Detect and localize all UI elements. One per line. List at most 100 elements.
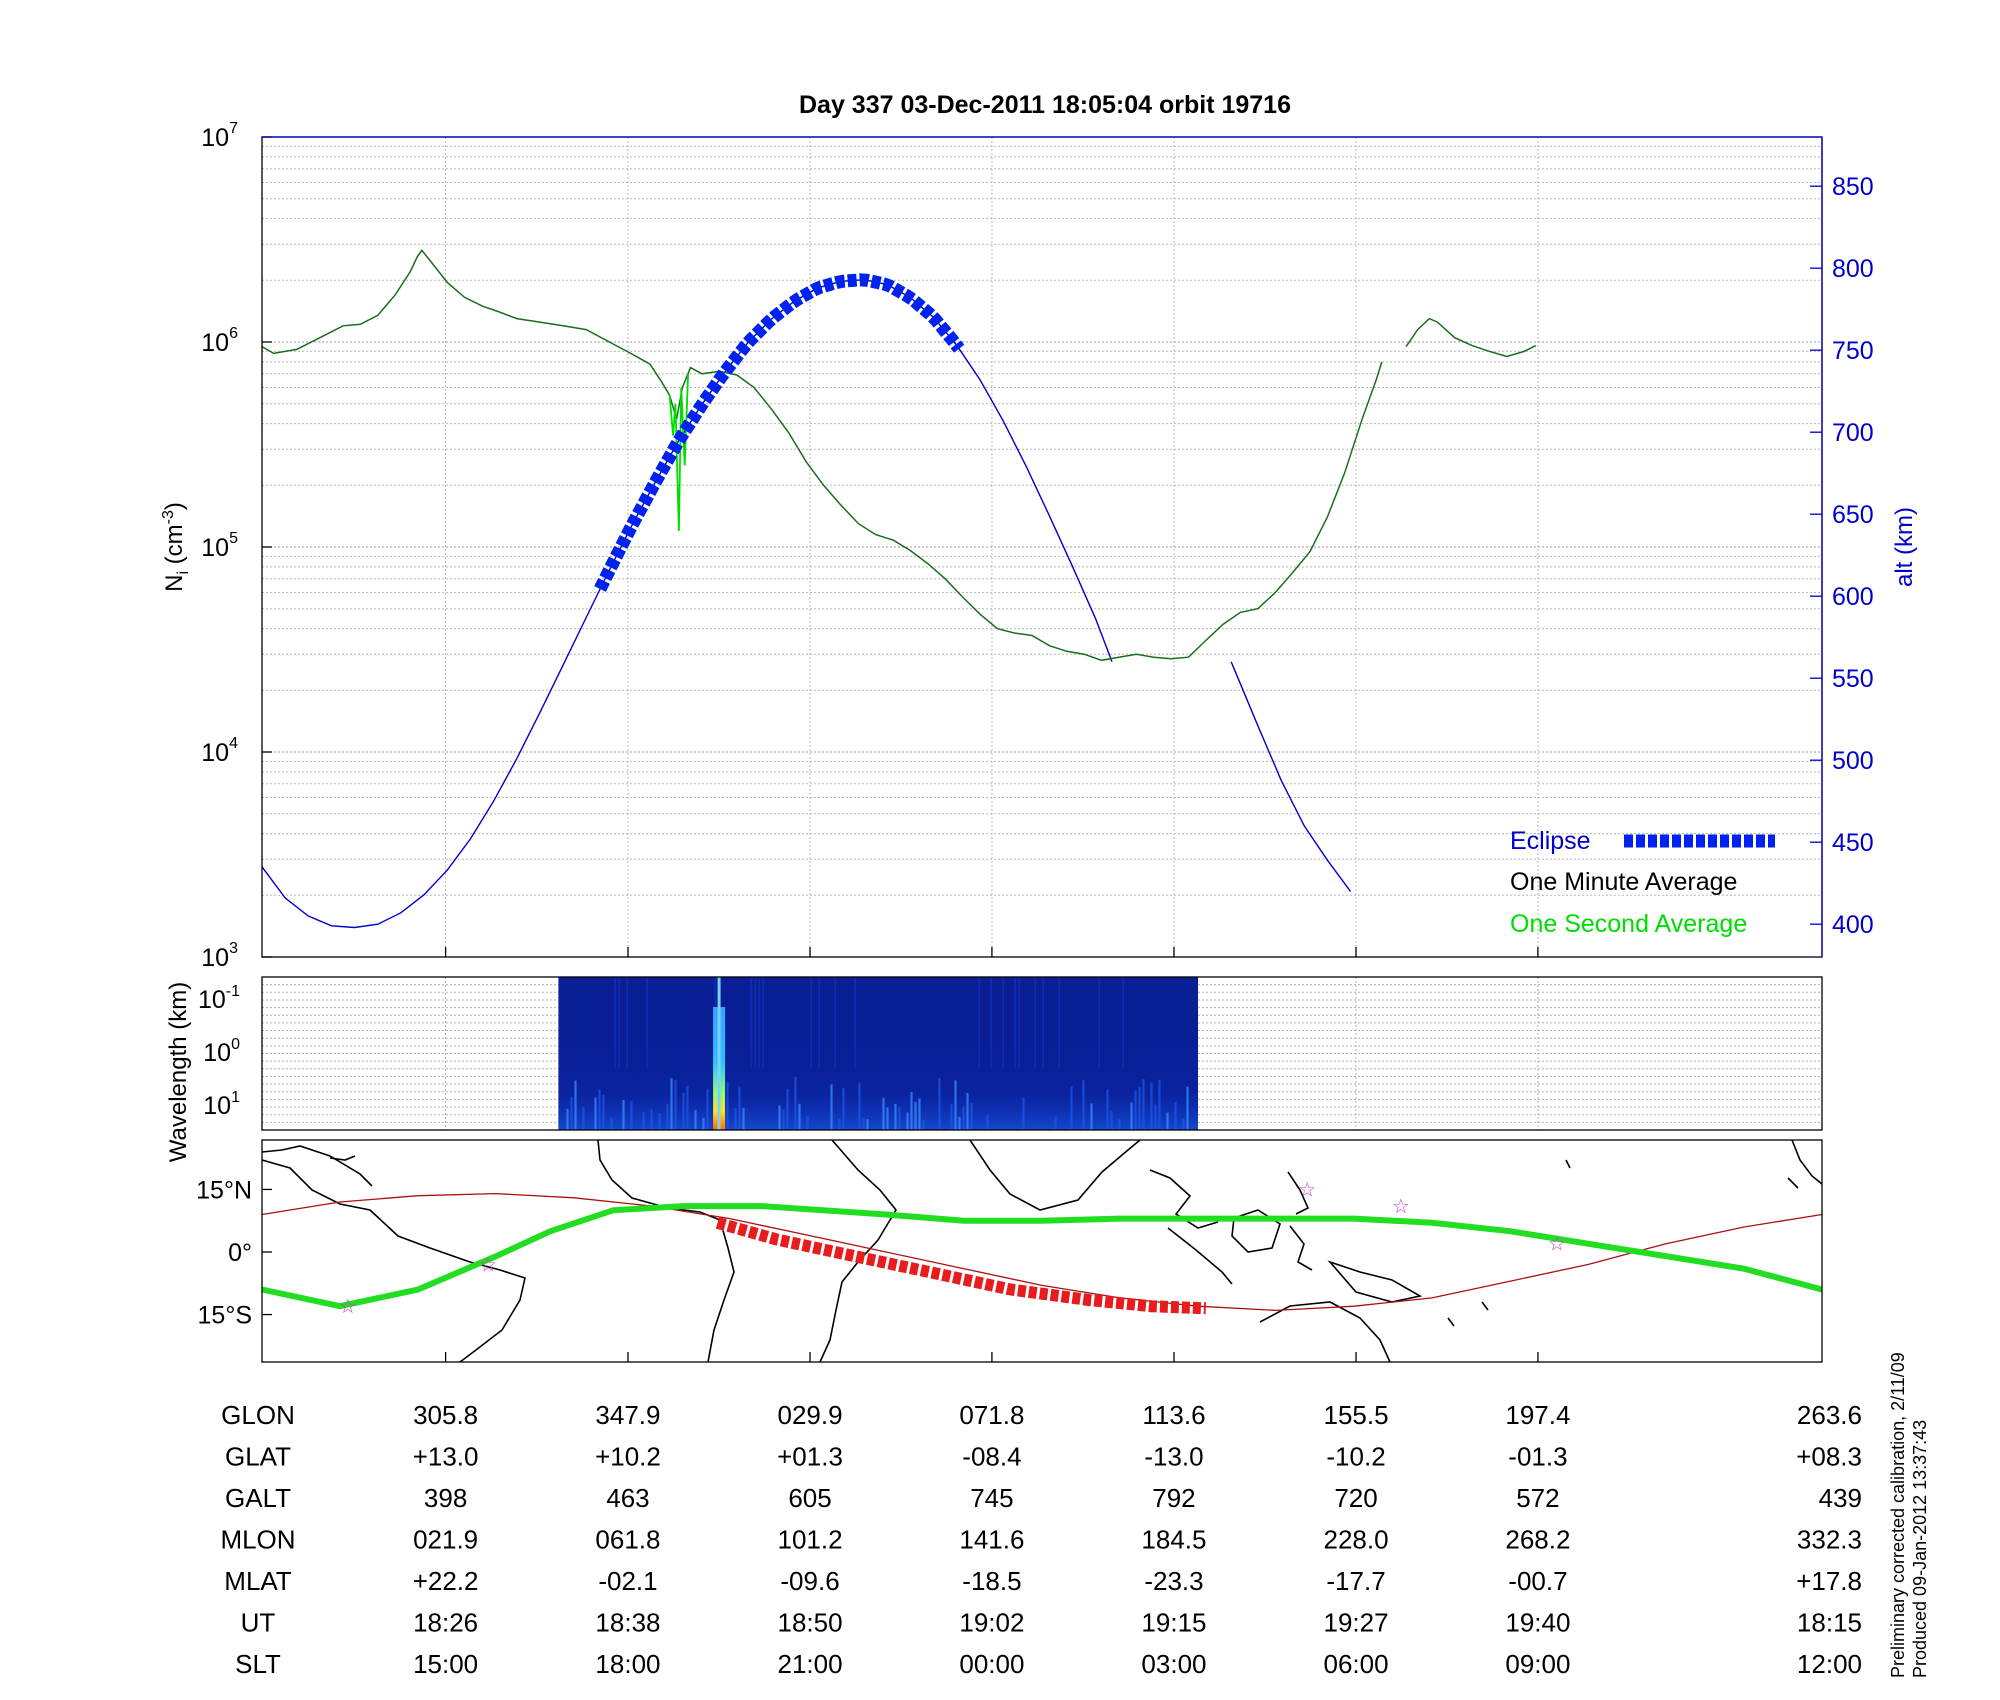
spectrogram-y-label: Wavelength (km) <box>165 982 192 1163</box>
table-cell: 263.6 <box>1797 1400 1862 1430</box>
coastline-south-america <box>261 1159 526 1363</box>
spectrogram-column <box>866 1119 869 1130</box>
spectrogram-column <box>742 1107 745 1130</box>
table-cell: 745 <box>970 1483 1013 1513</box>
spectrogram-column <box>954 1080 957 1130</box>
altitude-line <box>1230 661 1352 892</box>
spectrogram-streak <box>614 977 616 1069</box>
coastline-arabia-india <box>969 1139 1141 1211</box>
table-row-label: GLON <box>221 1400 295 1430</box>
density-y-label: Ni (cm-3) <box>160 502 192 592</box>
table-cell: 03:00 <box>1141 1649 1206 1679</box>
table-cell: 18:38 <box>595 1608 660 1638</box>
spectrogram-column <box>966 1092 969 1130</box>
altitude-y-tick-label: 800 <box>1832 255 1874 283</box>
spectrogram-column <box>566 1109 569 1130</box>
altitude-y-label: alt (km) <box>1891 507 1918 587</box>
coastline-pacific-islands <box>1447 1159 1799 1327</box>
density-y-tick-label: 105 <box>201 530 238 562</box>
spectrogram-streak <box>1058 977 1060 1069</box>
spectrogram-column <box>914 1101 917 1130</box>
table-cell: 18:15 <box>1797 1608 1862 1638</box>
spectrogram-column <box>1150 1082 1153 1130</box>
spectrogram-column <box>1154 1104 1157 1130</box>
density-y-tick-label: 103 <box>201 940 238 972</box>
table-cell: 15:00 <box>413 1649 478 1679</box>
one-second-average-line <box>668 373 689 531</box>
spectrogram-column <box>886 1107 889 1130</box>
spectrogram-column <box>782 1110 785 1130</box>
spectrogram-column <box>1106 1089 1109 1130</box>
spectrogram-column <box>794 1076 797 1130</box>
star-marker: ☆ <box>339 1296 357 1318</box>
eclipse-segment <box>594 273 965 592</box>
table-cell: 305.8 <box>413 1400 478 1430</box>
spectrogram-streak <box>854 977 856 1069</box>
table-cell: 021.9 <box>413 1525 478 1555</box>
spectrogram-streak <box>1014 977 1016 1069</box>
spectrogram-column <box>962 1106 965 1130</box>
ground-track <box>261 1203 1823 1310</box>
spectrogram-column <box>1174 1101 1177 1130</box>
map-y-tick-label: 15°S <box>198 1302 252 1330</box>
table-cell: -23.3 <box>1144 1566 1203 1596</box>
spectrogram-streak <box>1018 977 1020 1069</box>
spectrogram-column <box>894 1103 897 1130</box>
altitude-y-tick-label: 750 <box>1832 337 1874 365</box>
spectrogram-column <box>734 1108 737 1130</box>
spectrogram-heatmap <box>558 977 1198 1130</box>
spectrogram-column <box>670 1078 673 1130</box>
spectrogram-streak <box>1002 977 1004 1069</box>
coastline-central-america <box>261 1145 373 1187</box>
table-cell: 18:00 <box>595 1649 660 1679</box>
spectrogram-streak <box>1122 977 1124 1069</box>
table-cell: 155.5 <box>1323 1400 1388 1430</box>
spectrogram-column <box>602 1094 605 1130</box>
spectrogram-column <box>986 1114 989 1130</box>
map-y-tick-label: 15°N <box>196 1176 252 1204</box>
table-cell: 19:27 <box>1323 1608 1388 1638</box>
map-frame <box>261 1139 1823 1363</box>
table-cell: 605 <box>788 1483 831 1513</box>
table-cell: 00:00 <box>959 1649 1024 1679</box>
spectrogram-column <box>1054 1116 1057 1130</box>
spectrogram-frame <box>261 976 1823 1131</box>
spectrogram-column <box>1186 1086 1189 1130</box>
spectrogram-column <box>738 1086 741 1130</box>
spectrogram-column <box>858 1082 861 1130</box>
spectrogram-column <box>1158 1079 1161 1130</box>
table-cell: 113.6 <box>1142 1400 1205 1430</box>
table-cell: 572 <box>1516 1483 1559 1513</box>
spectrogram-streak <box>646 977 648 1069</box>
density-series <box>261 249 1537 929</box>
spectrogram-streak <box>762 977 764 1069</box>
produced-note: Produced 09-Jan-2012 13:37:43 <box>1910 1420 1930 1678</box>
eclipse-track <box>715 1217 1207 1315</box>
spectrogram-column <box>806 1115 809 1130</box>
table-cell: +17.8 <box>1796 1566 1862 1596</box>
map-y-tick-label: 0° <box>228 1239 252 1267</box>
table-cell: 720 <box>1334 1483 1377 1513</box>
spectrogram-column <box>938 1078 941 1130</box>
spectrogram-column <box>1130 1102 1133 1130</box>
table-cell: +13.0 <box>413 1442 479 1472</box>
table-cell: 347.9 <box>595 1400 660 1430</box>
spectrogram-column <box>862 1118 865 1130</box>
spectrogram-column <box>910 1091 913 1130</box>
map-tracks: ☆ ☆ ☆ ☆ ☆ <box>261 1179 1823 1318</box>
spectrogram-column <box>918 1098 921 1130</box>
spectrogram-column <box>642 1112 645 1130</box>
coastline-caribbean <box>329 1155 356 1161</box>
table-cell: -00.7 <box>1508 1566 1567 1596</box>
table-cell: 197.4 <box>1505 1400 1570 1430</box>
table-cell: 09:00 <box>1505 1649 1570 1679</box>
spectrogram-streak <box>754 977 756 1069</box>
altitude-y-tick-label: 700 <box>1832 419 1874 447</box>
table-cell: 061.8 <box>595 1525 660 1555</box>
spectrogram-column <box>922 1119 925 1130</box>
spectrogram-column <box>1090 1103 1093 1130</box>
table-cell: +08.3 <box>1796 1442 1862 1472</box>
coastline-philippines <box>1287 1171 1310 1215</box>
table-cell: 398 <box>424 1483 467 1513</box>
table-cell: 463 <box>606 1483 649 1513</box>
